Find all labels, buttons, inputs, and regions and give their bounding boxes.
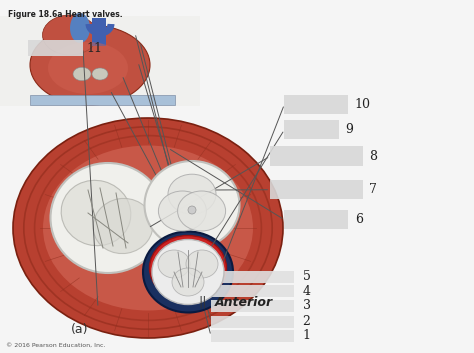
Text: 1: 1 — [303, 329, 310, 342]
Bar — [0, 16, 200, 106]
Text: 10: 10 — [355, 98, 371, 111]
Ellipse shape — [145, 161, 239, 249]
Ellipse shape — [13, 118, 283, 338]
Bar — [92, 18, 106, 46]
Ellipse shape — [186, 250, 218, 278]
Ellipse shape — [93, 198, 153, 253]
Polygon shape — [30, 95, 175, 105]
Bar — [211, 330, 294, 342]
Ellipse shape — [61, 180, 131, 246]
Text: 3: 3 — [303, 299, 310, 312]
Bar — [284, 120, 339, 139]
Text: 11: 11 — [87, 42, 103, 55]
Bar — [28, 40, 83, 56]
Ellipse shape — [168, 174, 216, 214]
Ellipse shape — [51, 163, 165, 273]
Text: 7: 7 — [369, 183, 377, 196]
Text: 9: 9 — [345, 123, 353, 136]
Text: © 2016 Pearson Education, Inc.: © 2016 Pearson Education, Inc. — [6, 343, 106, 348]
Text: 4: 4 — [303, 285, 310, 298]
Ellipse shape — [43, 145, 253, 311]
Circle shape — [188, 206, 196, 214]
Bar — [284, 210, 348, 229]
Ellipse shape — [24, 127, 272, 329]
Ellipse shape — [48, 42, 128, 94]
Bar — [211, 316, 294, 328]
Ellipse shape — [158, 250, 190, 278]
Ellipse shape — [172, 268, 204, 296]
Bar — [211, 271, 294, 283]
Ellipse shape — [178, 191, 226, 231]
Text: 8: 8 — [369, 150, 377, 163]
Ellipse shape — [73, 67, 91, 81]
Ellipse shape — [149, 235, 227, 300]
Ellipse shape — [70, 13, 90, 43]
Ellipse shape — [35, 136, 261, 321]
Bar — [211, 300, 294, 312]
Ellipse shape — [143, 232, 233, 312]
Text: Figure 18.6a Heart valves.: Figure 18.6a Heart valves. — [8, 10, 123, 19]
Ellipse shape — [152, 239, 224, 305]
Bar — [284, 95, 348, 114]
Ellipse shape — [30, 25, 150, 105]
Text: 2: 2 — [303, 315, 310, 328]
Bar — [270, 146, 363, 166]
Ellipse shape — [43, 15, 98, 55]
Text: Anterior: Anterior — [215, 295, 273, 309]
Bar — [270, 180, 363, 199]
Ellipse shape — [158, 191, 206, 231]
Text: 5: 5 — [303, 270, 310, 283]
Bar — [211, 285, 294, 297]
Text: 6: 6 — [355, 213, 363, 226]
Text: ||: || — [198, 295, 207, 309]
Text: (a): (a) — [71, 323, 89, 336]
Ellipse shape — [92, 68, 108, 80]
